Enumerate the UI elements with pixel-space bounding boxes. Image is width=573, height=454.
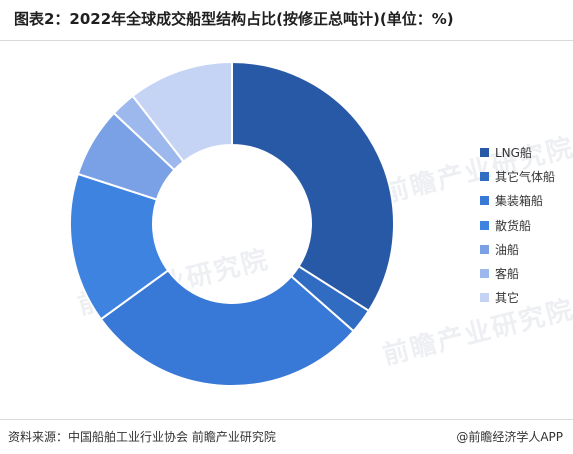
legend-item-other-gas: 其它气体船 [480, 164, 570, 188]
legend-swatch [480, 293, 489, 303]
legend-label: 其它气体船 [495, 169, 556, 184]
legend-label: 其它 [495, 291, 520, 306]
legend-label: 油船 [495, 242, 520, 257]
legend-item-bulk: 散货船 [480, 213, 570, 237]
slice-other [131, 60, 233, 163]
brand-credit: @前瞻经济学人APP [456, 430, 563, 444]
slice-container [99, 269, 355, 387]
source-note: 资料来源：中国船舶工业行业协会 前瞻产业研究院 [8, 430, 276, 444]
legend-item-lng: LNG船 [480, 140, 570, 164]
legend-label: LNG船 [495, 145, 532, 160]
legend-label: 集装箱船 [495, 194, 544, 209]
legend-swatch [480, 196, 489, 206]
legend: LNG船 其它气体船 集装箱船 散货船 油船 客船 其它 [480, 140, 570, 310]
chart-title: 图表2：2022年全球成交船型结构占比(按修正总吨计)(单位：%) [14, 10, 454, 28]
legend-item-other: 其它 [480, 286, 570, 310]
legend-swatch [480, 220, 489, 230]
footer-divider [0, 419, 573, 420]
legend-swatch [480, 244, 489, 254]
legend-label: 客船 [495, 267, 520, 282]
legend-swatch [480, 147, 489, 157]
slice-lng [231, 60, 395, 313]
legend-swatch [480, 171, 489, 181]
legend-item-passenger: 客船 [480, 261, 570, 285]
footer: 资料来源：中国船舶工业行业协会 前瞻产业研究院 @前瞻经济学人APP [0, 419, 573, 454]
donut-slices [69, 60, 395, 387]
legend-label: 散货船 [495, 218, 532, 233]
legend-item-tanker: 油船 [480, 237, 570, 261]
title-divider [0, 40, 573, 41]
legend-swatch [480, 269, 489, 279]
legend-item-container: 集装箱船 [480, 189, 570, 213]
